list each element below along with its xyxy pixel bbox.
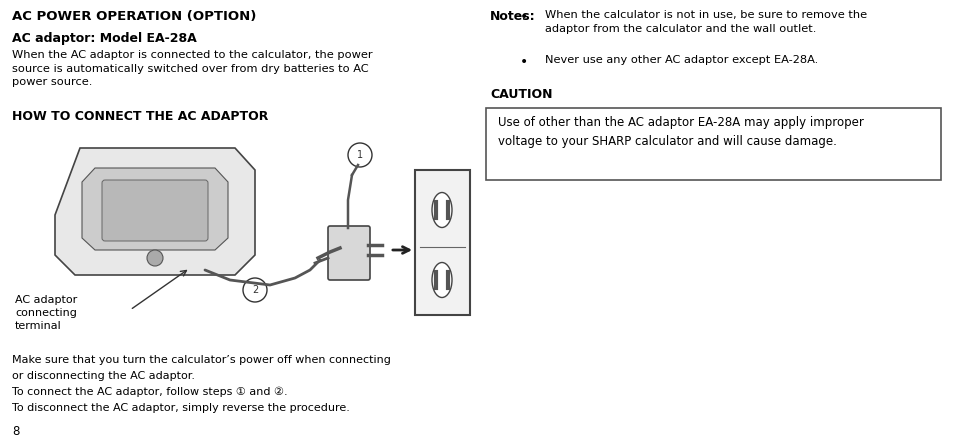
Ellipse shape <box>432 193 452 228</box>
Text: 8: 8 <box>12 425 19 437</box>
Text: HOW TO CONNECT THE AC ADAPTOR: HOW TO CONNECT THE AC ADAPTOR <box>12 110 269 123</box>
FancyBboxPatch shape <box>486 108 941 180</box>
Text: voltage to your SHARP calculator and will cause damage.: voltage to your SHARP calculator and wil… <box>498 135 837 148</box>
Text: Never use any other AC adaptor except EA-28A.: Never use any other AC adaptor except EA… <box>545 55 818 65</box>
FancyBboxPatch shape <box>102 180 208 241</box>
Text: When the AC adaptor is connected to the calculator, the power
source is automati: When the AC adaptor is connected to the … <box>12 50 372 87</box>
Text: To connect the AC adaptor, follow steps ① and ②.: To connect the AC adaptor, follow steps … <box>12 387 288 397</box>
Ellipse shape <box>432 263 452 298</box>
Text: AC adaptor
connecting
terminal: AC adaptor connecting terminal <box>15 295 77 331</box>
Circle shape <box>147 250 163 266</box>
Text: 2: 2 <box>252 285 258 295</box>
Text: To disconnect the AC adaptor, simply reverse the procedure.: To disconnect the AC adaptor, simply rev… <box>12 403 349 413</box>
Text: or disconnecting the AC adaptor.: or disconnecting the AC adaptor. <box>12 371 195 381</box>
Text: Use of other than the AC adaptor EA-28A may apply improper: Use of other than the AC adaptor EA-28A … <box>498 116 864 129</box>
Polygon shape <box>82 168 228 250</box>
Text: •: • <box>520 55 528 69</box>
Text: 1: 1 <box>357 150 363 160</box>
Polygon shape <box>55 148 255 275</box>
Text: AC POWER OPERATION (OPTION): AC POWER OPERATION (OPTION) <box>12 10 256 23</box>
Text: AC adaptor: Model EA-28A: AC adaptor: Model EA-28A <box>12 32 197 45</box>
Text: When the calculator is not in use, be sure to remove the
adaptor from the calcul: When the calculator is not in use, be su… <box>545 10 867 34</box>
Text: CAUTION: CAUTION <box>490 88 553 101</box>
Text: •: • <box>520 10 528 24</box>
Text: Notes:: Notes: <box>490 10 536 23</box>
FancyBboxPatch shape <box>415 170 470 315</box>
FancyBboxPatch shape <box>328 226 370 280</box>
Text: Make sure that you turn the calculator’s power off when connecting: Make sure that you turn the calculator’s… <box>12 355 391 365</box>
